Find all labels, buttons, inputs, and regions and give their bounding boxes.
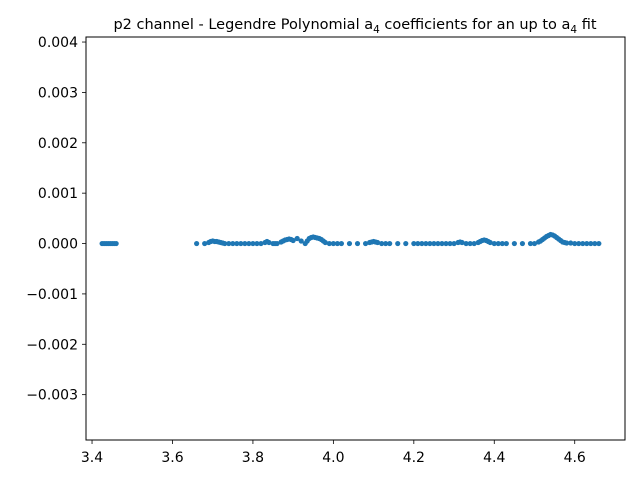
data-point: [531, 240, 538, 247]
data-point: [230, 240, 236, 247]
data-point: [439, 240, 445, 247]
data-point: [511, 240, 517, 247]
y-tick-label: −0.003: [26, 388, 78, 404]
data-point: [202, 240, 208, 247]
data-point: [447, 240, 453, 247]
data-point: [580, 240, 586, 247]
data-point: [326, 240, 332, 247]
data-point: [234, 240, 240, 247]
data-point: [266, 239, 272, 246]
data-point: [431, 240, 437, 247]
data-point: [411, 240, 417, 247]
data-point: [298, 238, 304, 244]
y-tick-label: −0.001: [26, 287, 78, 303]
data-point: [576, 240, 582, 247]
data-point: [354, 240, 361, 247]
chart-title-part-1: p2 channel - Legendre Polynomial a: [113, 17, 373, 33]
chart-title-subscript-1: 4: [373, 24, 380, 36]
data-point: [258, 240, 264, 247]
data-point: [419, 240, 425, 247]
data-point: [294, 235, 300, 242]
data-point: [584, 240, 590, 247]
data-point: [596, 240, 602, 247]
data-point: [338, 240, 345, 247]
x-tick-label: 3.8: [242, 450, 264, 466]
data-point: [467, 240, 473, 247]
data-point: [375, 239, 381, 246]
data-point: [383, 240, 389, 247]
x-tick-label: 4.4: [483, 450, 505, 466]
data-point: [495, 240, 501, 247]
x-tick-label: 4.2: [403, 450, 425, 466]
chart-title: p2 channel - Legendre Polynomial a4 coef…: [113, 17, 596, 36]
data-point: [362, 240, 369, 247]
data-point: [435, 240, 441, 247]
data-point: [274, 240, 280, 247]
data-point: [322, 239, 328, 246]
data-point: [487, 239, 493, 246]
x-tick-label: 3.6: [161, 450, 183, 466]
x-axis-ticks: 3.4 3.6 3.8 4.0 4.2 4.4 4.6: [81, 440, 586, 466]
y-tick-label: 0.002: [38, 136, 78, 152]
data-point: [246, 240, 252, 247]
y-tick-label: 0.004: [38, 35, 78, 51]
data-point: [415, 240, 421, 247]
data-point: [250, 240, 256, 247]
data-point: [592, 240, 598, 247]
data-point: [194, 240, 200, 247]
data-point: [499, 240, 505, 247]
data-point: [443, 240, 449, 247]
data-point: [403, 240, 409, 247]
data-point: [459, 239, 465, 246]
data-point: [334, 240, 340, 247]
data-point: [527, 240, 534, 247]
data-point: [519, 240, 526, 247]
data-point: [222, 240, 228, 247]
data-point: [423, 240, 429, 247]
data-point: [588, 240, 594, 247]
data-point: [463, 240, 469, 247]
y-axis-ticks: 0.004 0.003 0.002 0.001 0.000 −0.001 −0.002 −0.…: [26, 35, 86, 404]
data-point: [346, 240, 353, 247]
data-point: [572, 240, 578, 247]
chart-title-part-3: fit: [577, 17, 597, 33]
data-point: [379, 240, 385, 247]
data-point: [113, 240, 119, 247]
data-point: [503, 240, 509, 247]
data-points: [99, 231, 602, 247]
data-point: [226, 240, 232, 247]
x-tick-label: 4.0: [322, 450, 344, 466]
chart-title-part-2: coefficients for an up to a: [380, 17, 571, 33]
data-point: [290, 237, 296, 244]
y-tick-label: −0.002: [26, 337, 78, 353]
data-point: [254, 240, 260, 247]
data-point: [238, 240, 244, 247]
y-tick-label: 0.003: [38, 85, 78, 101]
plot-area-frame: [85, 36, 626, 441]
data-point: [242, 240, 248, 247]
data-point: [491, 240, 497, 247]
data-point: [564, 240, 570, 246]
data-point: [568, 240, 574, 246]
data-point: [427, 240, 433, 247]
data-point: [471, 240, 477, 247]
data-point: [330, 240, 336, 247]
chart-title-subscript-2: 4: [570, 24, 577, 36]
y-tick-label: 0.001: [38, 186, 78, 202]
x-tick-label: 4.6: [564, 450, 586, 466]
data-point: [387, 240, 393, 247]
y-tick-label: 0.000: [38, 237, 78, 253]
x-tick-label: 3.4: [81, 450, 103, 466]
data-point: [451, 240, 457, 247]
data-point: [395, 240, 401, 247]
